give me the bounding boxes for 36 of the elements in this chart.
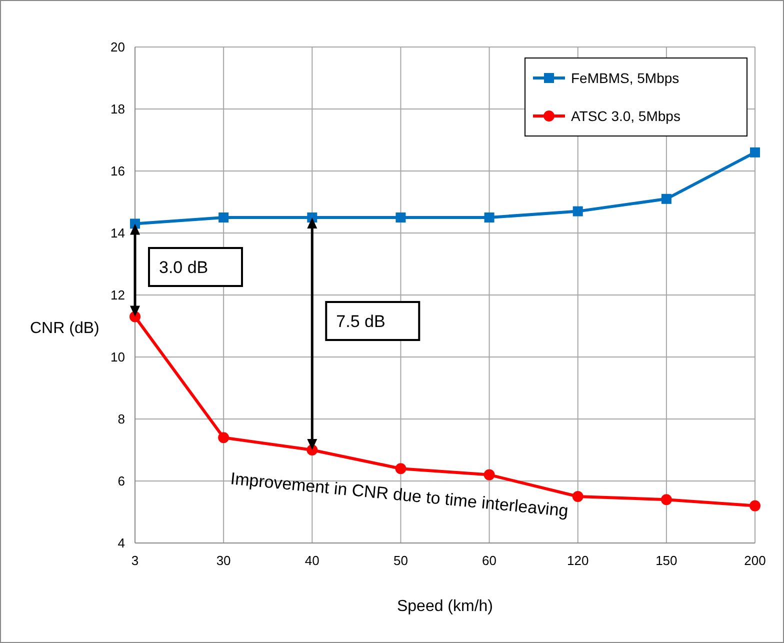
point (750, 147, 760, 158)
x-tick-label: 30 (216, 553, 231, 568)
y-tick-label: 4 (118, 536, 125, 551)
x-tick-label: 3 (131, 553, 139, 568)
x-tick-label: 120 (567, 553, 589, 568)
y-tick-label: 20 (110, 40, 125, 55)
point (572, 491, 584, 502)
point (218, 432, 230, 444)
point (660, 494, 672, 506)
annotation: Improvement in CNR due to time interleaving (230, 469, 570, 520)
point (396, 212, 406, 222)
x-tick-label: 40 (304, 553, 320, 568)
annotation: 7.5 dB (336, 312, 386, 331)
legend-label: ATSC 3.0, 5Mbps (571, 108, 680, 124)
point (484, 212, 494, 222)
point (750, 500, 760, 512)
x-tick-label: 150 (656, 553, 678, 568)
y-axis-title: CNR (dB) (30, 320, 100, 337)
x-axis-title: Speed (km/h) (396, 598, 494, 615)
legend-label: FeMBMS, 5Mbps (571, 70, 680, 86)
y-tick-label: 10 (110, 350, 125, 365)
y-tick-label: 6 (118, 474, 125, 489)
point (484, 469, 495, 480)
y-tick-label: 12 (110, 288, 125, 303)
x-tick-label: 50 (393, 553, 408, 568)
x-tick-label: 200 (744, 553, 766, 568)
point (572, 206, 583, 216)
y-tick-label: 18 (110, 102, 125, 117)
y-tick-label: 8 (118, 412, 125, 427)
y-tick-label: 16 (110, 164, 125, 179)
annotation: 3.0 dB (159, 258, 208, 277)
x-tick-label: 60 (482, 553, 497, 568)
point (395, 463, 406, 474)
y-tick-label: 14 (110, 226, 125, 241)
point (661, 194, 672, 204)
point (218, 212, 229, 222)
